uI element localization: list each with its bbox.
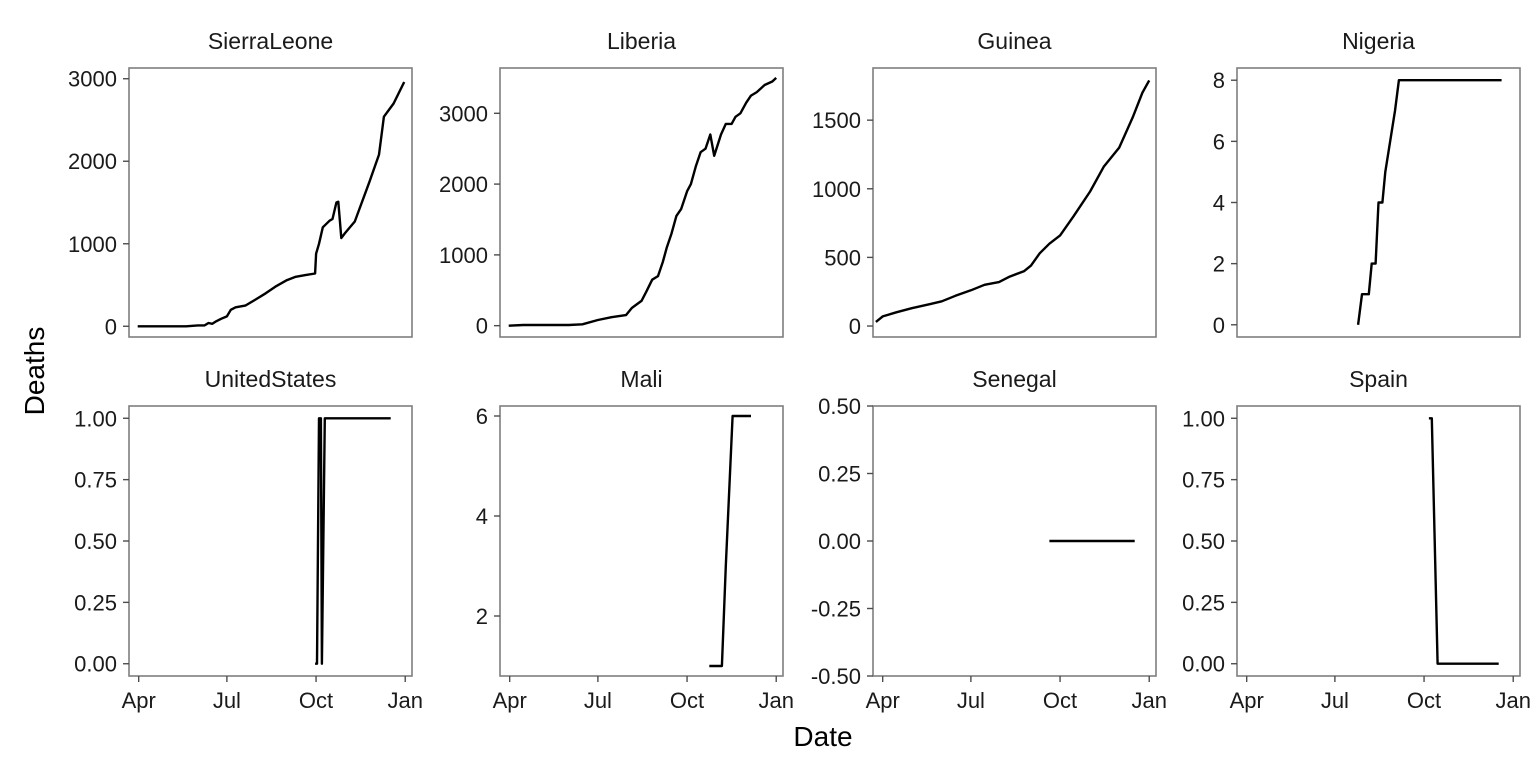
facet-panels: SierraLeone0100020003000Liberia010002000… xyxy=(68,28,1531,713)
y-tick-label: 0.00 xyxy=(74,652,117,677)
y-tick-label: 3000 xyxy=(439,101,488,126)
x-tick-label: Oct xyxy=(299,688,333,713)
y-tick-label: -0.50 xyxy=(811,664,861,689)
y-tick-label: 6 xyxy=(1213,129,1225,154)
series-line-liberia xyxy=(508,77,778,327)
y-tick-label: 0.75 xyxy=(1182,468,1225,493)
y-tick-label: 0.25 xyxy=(1182,590,1225,615)
y-tick-label: 2000 xyxy=(439,172,488,197)
y-tick-label: 1.00 xyxy=(74,406,117,431)
x-tick-label: Oct xyxy=(670,688,704,713)
panel-frame xyxy=(128,405,413,677)
panel-spain: Spain 0.00 0.25 0.50 0.75 1.00 Apr Jul Oct Jan xyxy=(1182,366,1531,713)
panel-liberia: Liberia 0 1000 2000 3000 xyxy=(439,28,784,339)
x-tick-label: Oct xyxy=(1043,688,1077,713)
panel-frame xyxy=(499,67,784,338)
x-tick-label: Jan xyxy=(387,688,422,713)
panel-title: Guinea xyxy=(977,28,1051,54)
series-line-mali xyxy=(709,414,751,668)
series-line-spain xyxy=(1428,417,1499,665)
x-tick-label: Apr xyxy=(122,688,156,713)
y-tick-label: 0 xyxy=(476,314,488,339)
x-tick-label: Apr xyxy=(866,688,900,713)
x-tick-label: Jul xyxy=(584,688,612,713)
series-line-nigeria xyxy=(1356,78,1502,325)
y-tick-label: 8 xyxy=(1213,68,1225,93)
y-tick-label: -0.25 xyxy=(811,597,861,622)
y-tick-label: 0.50 xyxy=(818,394,861,419)
panel-title: Liberia xyxy=(607,28,676,54)
x-tick-label: Apr xyxy=(1230,688,1264,713)
panel-mali: Mali 2 4 6 Apr Jul Oct Jan xyxy=(476,366,794,713)
x-tick-label: Jan xyxy=(1495,688,1530,713)
x-tick-label: Jul xyxy=(957,688,985,713)
x-tick-label: Oct xyxy=(1407,688,1441,713)
y-tick-label: 0 xyxy=(105,314,117,339)
y-tick-label: 0.25 xyxy=(74,590,117,615)
panel-guinea: Guinea 0 500 1000 1500 xyxy=(812,28,1157,339)
y-tick-label: 1500 xyxy=(812,108,861,133)
panel-sierraleone: SierraLeone 0 1000 2000 3000 xyxy=(68,28,413,339)
series-line-guinea xyxy=(875,79,1151,323)
y-tick-label: 4 xyxy=(1213,191,1225,216)
panel-unitedstates: UnitedStates 0.00 0.25 0.50 0.75 1.00 Apr Jul Oc… xyxy=(74,366,423,713)
y-tick-label: 0.75 xyxy=(74,468,117,493)
y-tick-label: 2000 xyxy=(68,149,117,174)
y-tick-label: 6 xyxy=(476,404,488,429)
y-tick-label: 0.00 xyxy=(818,529,861,554)
series-line-unitedstates xyxy=(315,417,391,665)
y-tick-label: 1000 xyxy=(68,232,117,257)
y-tick-label: 1000 xyxy=(812,177,861,202)
panel-nigeria: Nigeria 0 2 4 6 8 xyxy=(1213,28,1521,338)
y-tick-label: 1.00 xyxy=(1182,406,1225,431)
x-tick-label: Jan xyxy=(758,688,793,713)
x-tick-label: Jul xyxy=(1321,688,1349,713)
panel-frame xyxy=(128,67,413,338)
panel-frame xyxy=(499,405,784,677)
panel-title: Senegal xyxy=(972,366,1056,392)
panel-frame xyxy=(872,67,1157,338)
y-tick-label: 0 xyxy=(849,314,861,339)
panel-title: Nigeria xyxy=(1342,28,1415,54)
y-tick-label: 0 xyxy=(1213,313,1225,338)
y-tick-label: 0.50 xyxy=(1182,529,1225,554)
panel-senegal: Senegal -0.50 -0.25 0.00 0.25 0.50 Apr Jul Oct Ja… xyxy=(811,366,1167,713)
y-tick-label: 0.00 xyxy=(1182,652,1225,677)
panel-title: SierraLeone xyxy=(208,28,333,54)
y-tick-label: 1000 xyxy=(439,243,488,268)
y-tick-label: 2 xyxy=(476,604,488,629)
panel-title: Mali xyxy=(620,366,662,392)
panel-frame xyxy=(1236,405,1521,677)
x-tick-label: Jan xyxy=(1131,688,1166,713)
x-tick-label: Jul xyxy=(213,688,241,713)
y-tick-label: 2 xyxy=(1213,252,1225,277)
x-tick-label: Apr xyxy=(493,688,527,713)
series-line-sierraleone xyxy=(137,81,406,328)
panel-title: UnitedStates xyxy=(205,366,337,392)
y-axis-title: Deaths xyxy=(19,327,50,416)
y-tick-label: 3000 xyxy=(68,67,117,92)
x-axis-title: Date xyxy=(793,721,852,752)
y-tick-label: 4 xyxy=(476,504,488,529)
y-tick-label: 0.50 xyxy=(74,529,117,554)
panel-title: Spain xyxy=(1349,366,1408,392)
y-tick-label: 0.25 xyxy=(818,462,861,487)
y-tick-label: 500 xyxy=(824,245,861,270)
